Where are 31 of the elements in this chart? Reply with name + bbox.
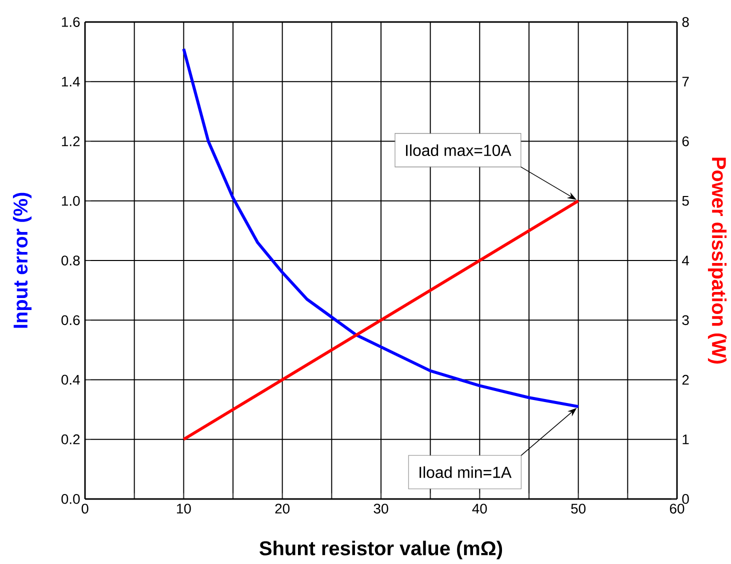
- x-tick-label: 0: [82, 504, 88, 514]
- x-tick-label: 10: [176, 504, 191, 514]
- annotation: Iload max=10A: [406, 144, 512, 156]
- y-tick-label: 1.4: [62, 76, 80, 87]
- y-tick-label: 1.0: [62, 196, 80, 206]
- y2-tick-label: 6: [682, 136, 689, 146]
- x-tick-label: 40: [472, 504, 487, 514]
- annotation: Iload min=1A: [420, 466, 512, 478]
- y2-tick-label: 3: [682, 315, 689, 326]
- y-tick-label: 0.2: [61, 434, 80, 444]
- y-tick-label: 0.6: [61, 315, 80, 326]
- y2-tick-label: 0: [682, 494, 689, 504]
- y-tick-label: 0.0: [61, 494, 80, 504]
- x-axis-title: Shunt resistor value (mΩ): [260, 540, 502, 560]
- y-tick-label: 1.2: [62, 136, 80, 146]
- y-tick-label: 0.8: [61, 256, 80, 266]
- y2-axis-title: Power dissipation (W): [708, 158, 727, 364]
- y2-tick-label: 8: [682, 17, 689, 28]
- y2-tick-label: 5: [682, 196, 689, 206]
- x-tick-label: 50: [571, 504, 586, 514]
- y2-tick-label: 4: [682, 256, 690, 266]
- y-axis-title: Input error (%): [12, 192, 32, 328]
- y2-tick-label: 2: [682, 375, 689, 385]
- line-series: [182, 47, 580, 408]
- x-tick-label: 20: [275, 504, 290, 514]
- x-tick-label: 60: [670, 504, 684, 514]
- y2-tick-label: 7: [682, 76, 689, 87]
- x-tick-label: 30: [374, 504, 388, 514]
- y-tick-label: 0.4: [61, 374, 80, 385]
- y-tick-label: 1.6: [62, 17, 80, 28]
- y2-tick-label: 1: [682, 434, 689, 444]
